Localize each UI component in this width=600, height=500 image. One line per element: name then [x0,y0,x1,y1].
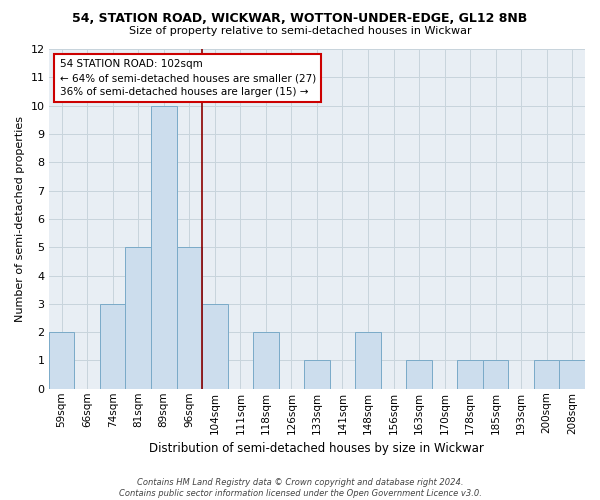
Bar [125,247,151,389]
Bar [253,332,278,389]
Bar [559,360,585,389]
Bar [304,360,329,389]
Text: 54 STATION ROAD: 102sqm
← 64% of semi-detached houses are smaller (27)
36% of se: 54 STATION ROAD: 102sqm ← 64% of semi-de… [59,59,316,97]
Bar [176,247,202,389]
Bar [483,360,508,389]
Bar [151,106,176,389]
Bar [202,304,227,389]
Text: Contains HM Land Registry data © Crown copyright and database right 2024.
Contai: Contains HM Land Registry data © Crown c… [119,478,481,498]
Y-axis label: Number of semi-detached properties: Number of semi-detached properties [15,116,25,322]
Text: 54, STATION ROAD, WICKWAR, WOTTON-UNDER-EDGE, GL12 8NB: 54, STATION ROAD, WICKWAR, WOTTON-UNDER-… [73,12,527,26]
Bar [49,332,74,389]
X-axis label: Distribution of semi-detached houses by size in Wickwar: Distribution of semi-detached houses by … [149,442,484,455]
Bar [457,360,483,389]
Bar [100,304,125,389]
Text: Size of property relative to semi-detached houses in Wickwar: Size of property relative to semi-detach… [128,26,472,36]
Bar [534,360,559,389]
Bar [406,360,432,389]
Bar [355,332,381,389]
